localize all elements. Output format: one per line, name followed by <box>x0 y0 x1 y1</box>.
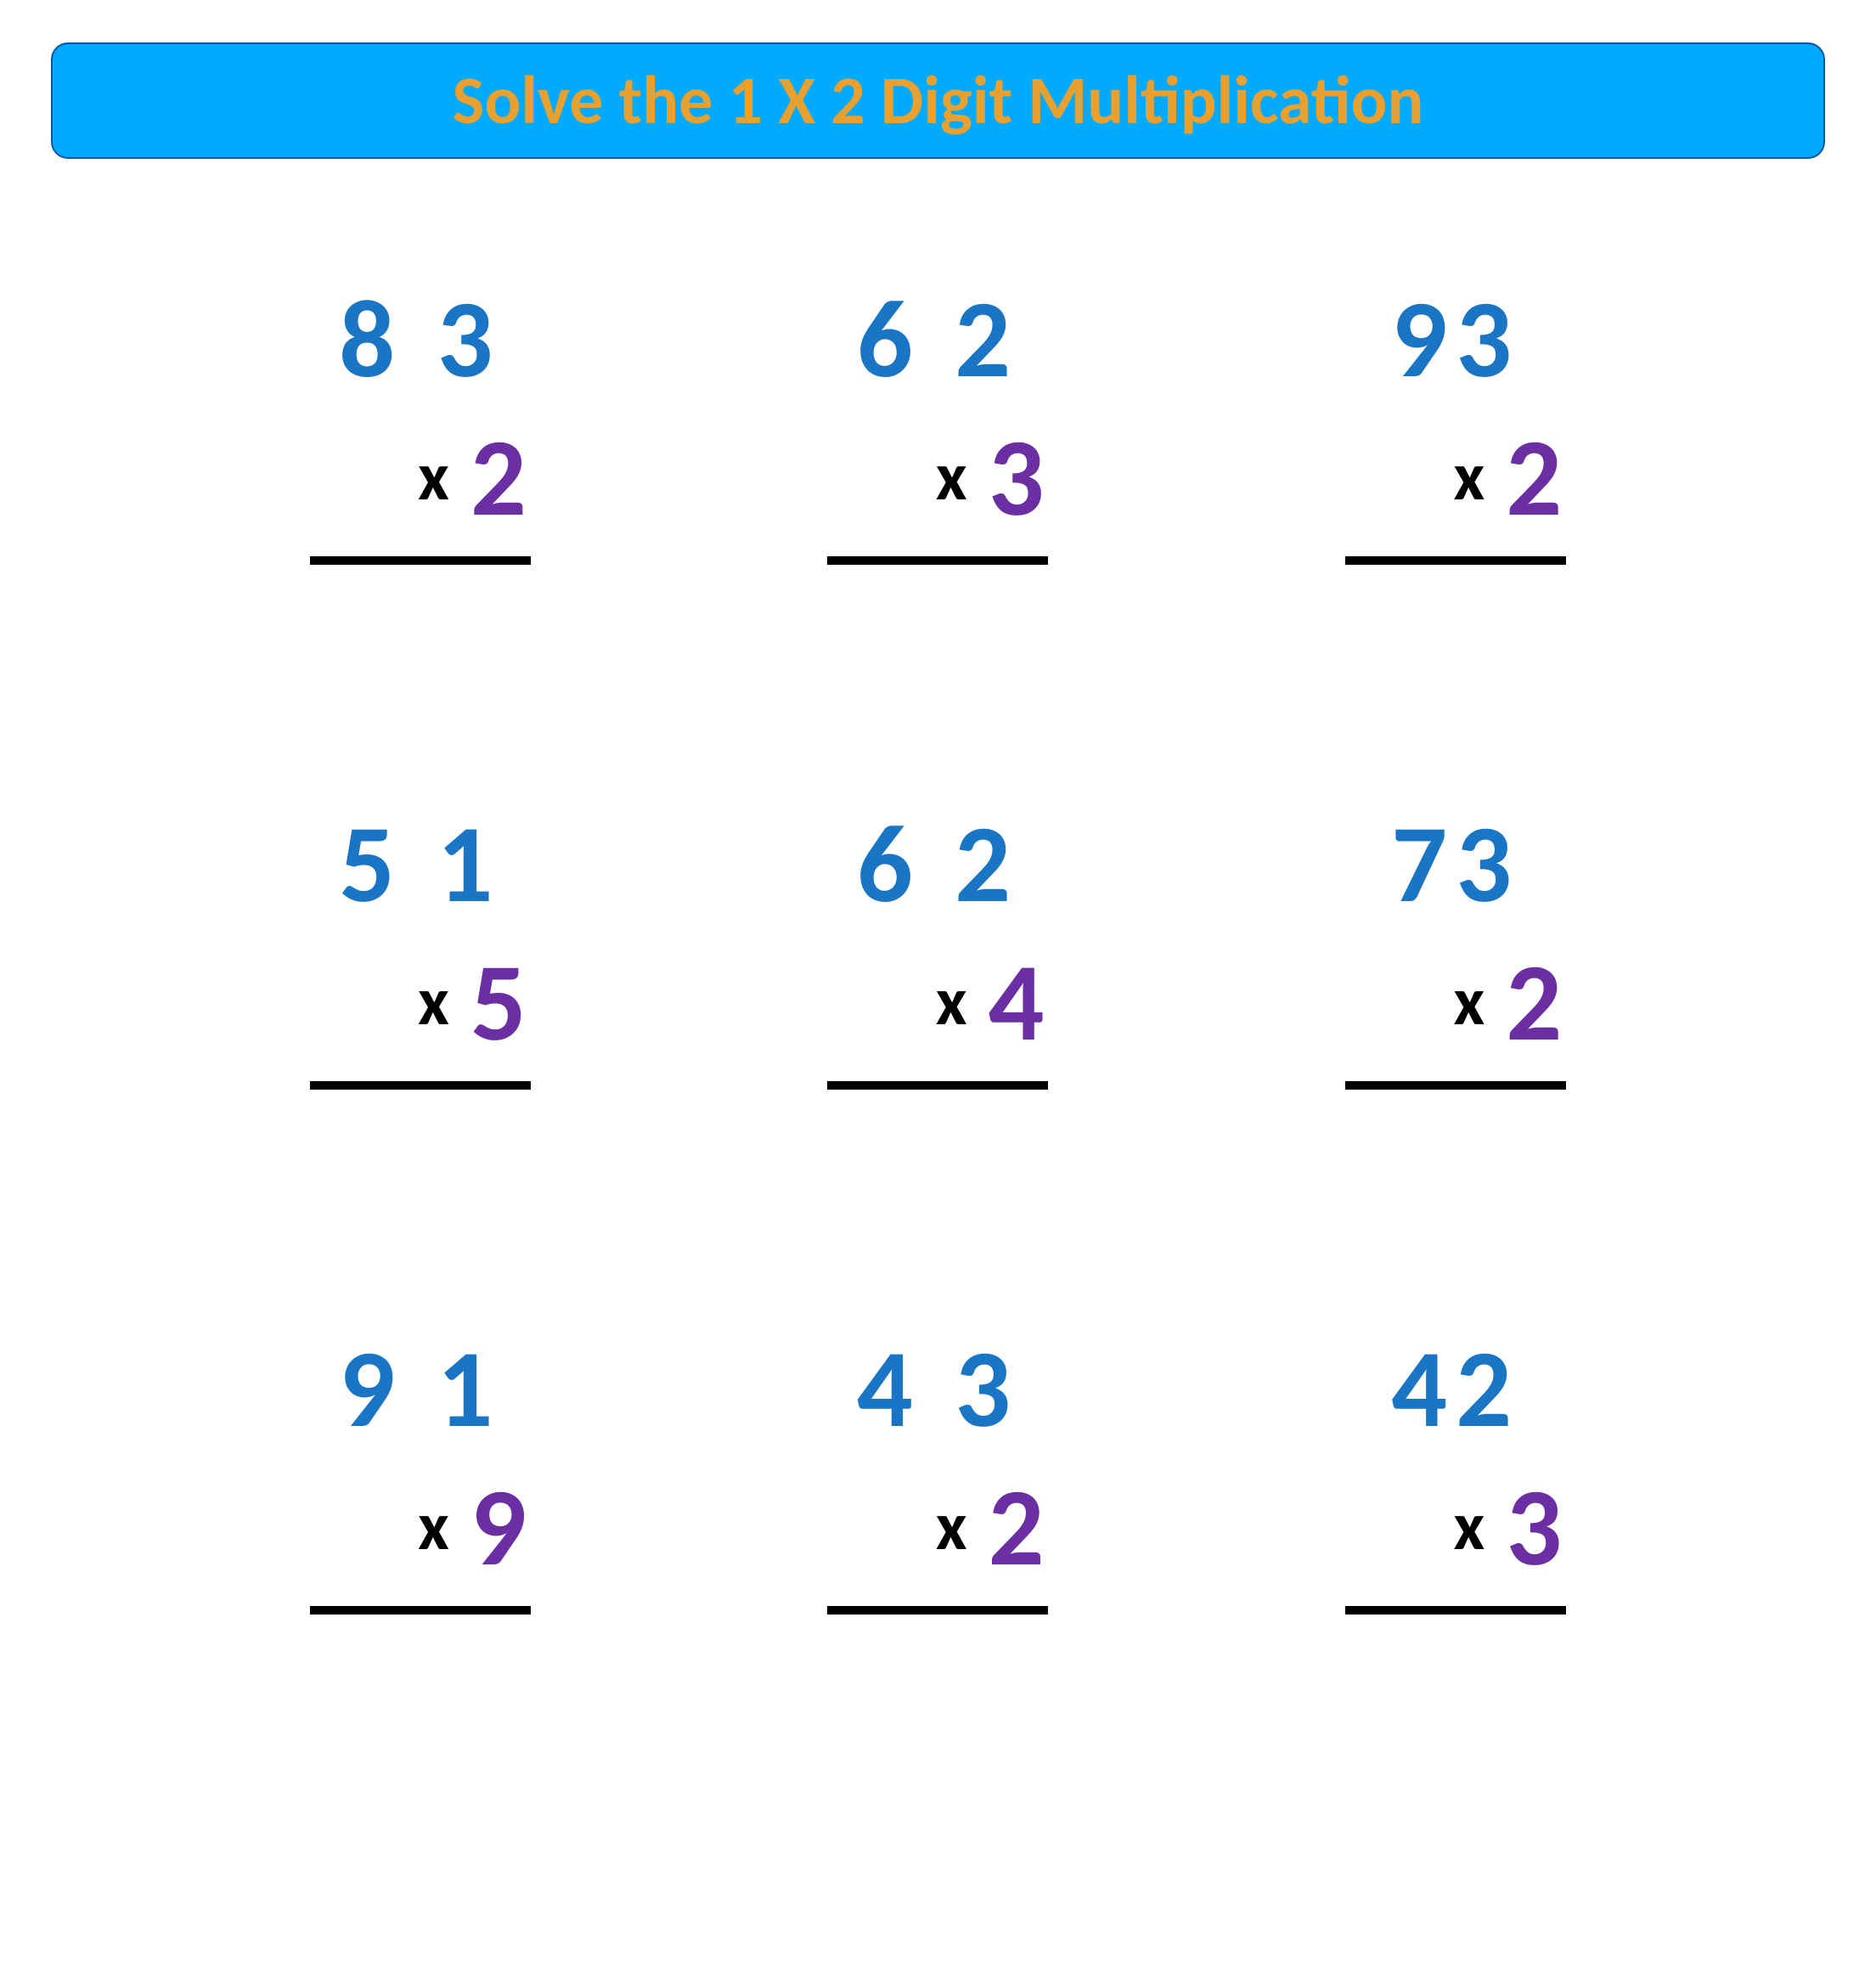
answer-line <box>827 556 1048 565</box>
multiplier-row: x 2 <box>314 416 527 538</box>
multiplicand: 42 <box>1391 1327 1520 1449</box>
multiplier: 2 <box>1506 941 1562 1062</box>
multiplier-row: x 9 <box>314 1466 527 1587</box>
multiplier: 4 <box>989 941 1045 1062</box>
answer-line <box>310 556 531 565</box>
multiplicand: 5 1 <box>339 803 501 924</box>
multiplicand: 6 2 <box>857 278 1019 399</box>
multiplier-row: x 3 <box>1349 1466 1562 1587</box>
multiplication-sign-icon: x <box>1454 1485 1485 1568</box>
multiplier: 2 <box>470 416 527 538</box>
problem-3: 93 x 2 <box>1239 278 1672 565</box>
multiplicand: 4 3 <box>857 1327 1019 1449</box>
multiplication-sign-icon: x <box>936 436 967 518</box>
answer-line <box>310 1606 531 1615</box>
problem-6: 73 x 2 <box>1239 803 1672 1090</box>
multiplier-row: x 4 <box>831 941 1044 1062</box>
multiplication-sign-icon: x <box>1454 436 1485 518</box>
multiplicand: 73 <box>1391 803 1520 924</box>
problem-4: 5 1 x 5 <box>204 803 637 1090</box>
multiplication-sign-icon: x <box>418 961 449 1043</box>
title-bar: Solve the 1 X 2 Digit Multiplication <box>51 42 1825 159</box>
problem-9: 42 x 3 <box>1239 1327 1672 1615</box>
problem-2: 6 2 x 3 <box>722 278 1155 565</box>
multiplier-row: x 2 <box>831 1466 1044 1587</box>
multiplication-sign-icon: x <box>1454 961 1485 1043</box>
problems-grid: 8 3 x 2 6 2 x 3 93 x 2 5 1 x 5 6 2 x <box>51 278 1825 1615</box>
problem-7: 9 1 x 9 <box>204 1327 637 1615</box>
multiplication-sign-icon: x <box>418 436 449 518</box>
multiplier: 3 <box>1506 1466 1562 1587</box>
multiplier-row: x 3 <box>831 416 1044 538</box>
multiplicand: 8 3 <box>339 278 501 399</box>
answer-line <box>1345 556 1566 565</box>
multiplier-row: x 2 <box>1349 416 1562 538</box>
multiplication-sign-icon: x <box>936 1485 967 1568</box>
multiplicand: 93 <box>1391 278 1520 399</box>
answer-line <box>310 1081 531 1090</box>
multiplier: 3 <box>989 416 1045 538</box>
multiplicand: 6 2 <box>857 803 1019 924</box>
multiplication-sign-icon: x <box>936 961 967 1043</box>
multiplier: 9 <box>470 1466 527 1587</box>
multiplier-row: x 2 <box>1349 941 1562 1062</box>
problem-8: 4 3 x 2 <box>722 1327 1155 1615</box>
problem-1: 8 3 x 2 <box>204 278 637 565</box>
multiplier: 5 <box>470 941 527 1062</box>
multiplier: 2 <box>1506 416 1562 538</box>
problem-5: 6 2 x 4 <box>722 803 1155 1090</box>
multiplicand: 9 1 <box>339 1327 501 1449</box>
multiplication-sign-icon: x <box>418 1485 449 1568</box>
page-title: Solve the 1 X 2 Digit Multiplication <box>87 59 1789 142</box>
answer-line <box>827 1081 1048 1090</box>
answer-line <box>827 1606 1048 1615</box>
answer-line <box>1345 1606 1566 1615</box>
multiplier-row: x 5 <box>314 941 527 1062</box>
answer-line <box>1345 1081 1566 1090</box>
multiplier: 2 <box>989 1466 1045 1587</box>
